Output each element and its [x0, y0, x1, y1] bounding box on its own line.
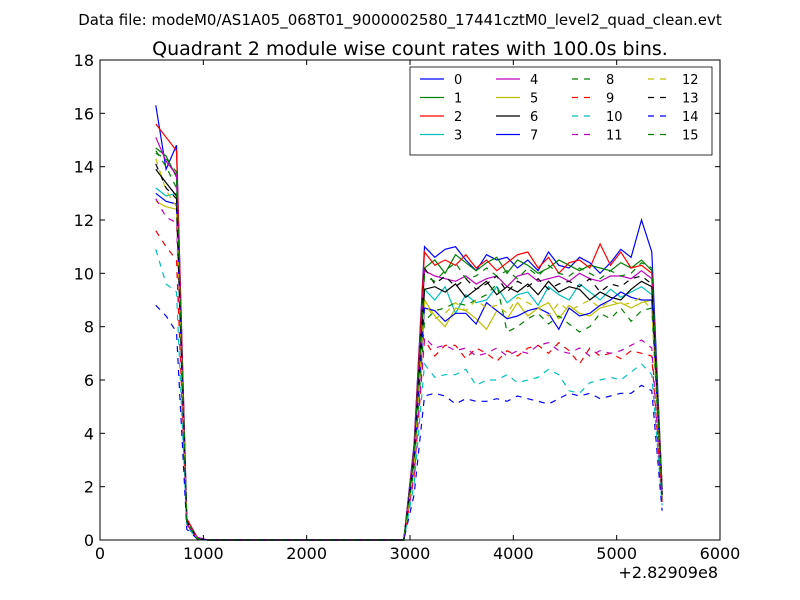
- series-line-8: [155, 150, 663, 541]
- legend-label-13: 13: [682, 92, 699, 107]
- y-tick-label: 6: [84, 371, 94, 390]
- legend-label-1: 1: [454, 92, 462, 107]
- legend-label-3: 3: [454, 129, 462, 144]
- y-tick-label: 16: [74, 104, 94, 123]
- series-line-13: [155, 163, 663, 541]
- legend-label-12: 12: [682, 73, 699, 88]
- y-tick-label: 2: [84, 478, 94, 497]
- suptitle: Data file: modeM0/AS1A05_068T01_90000025…: [78, 11, 722, 30]
- y-tick-label: 4: [84, 424, 94, 443]
- x-tick-label: 2000: [286, 544, 327, 563]
- x-tick-label: 6000: [700, 544, 741, 563]
- x-tick-label: 5000: [596, 544, 637, 563]
- legend-label-11: 11: [606, 129, 623, 144]
- x-tick-label: 1000: [183, 544, 224, 563]
- legend-label-9: 9: [606, 92, 614, 107]
- series-line-15: [155, 152, 663, 541]
- legend-label-4: 4: [530, 73, 538, 88]
- legend-label-0: 0: [454, 73, 462, 88]
- y-tick-label: 0: [84, 531, 94, 550]
- legend-label-8: 8: [606, 73, 614, 88]
- x-tick-label: 3000: [390, 544, 431, 563]
- legend-label-10: 10: [606, 110, 623, 125]
- legend-label-2: 2: [454, 110, 462, 125]
- y-tick-label: 10: [74, 264, 94, 283]
- y-tick-label: 18: [74, 51, 94, 70]
- y-tick-label: 12: [74, 211, 94, 230]
- legend-box: [409, 66, 713, 156]
- y-tick-label: 8: [84, 318, 94, 337]
- legend-label-14: 14: [682, 110, 699, 125]
- x-offset-label: +2.82909e8: [618, 563, 718, 582]
- legend-label-7: 7: [530, 129, 538, 144]
- x-tick-label: 4000: [493, 544, 534, 563]
- chart-title: Quadrant 2 module wise count rates with …: [152, 38, 668, 60]
- y-tick-label: 14: [74, 158, 94, 177]
- series-line-11: [155, 198, 663, 541]
- legend-label-15: 15: [682, 129, 699, 144]
- x-tick-label: 0: [95, 544, 105, 563]
- legend-label-6: 6: [530, 110, 538, 125]
- legend-label-5: 5: [530, 92, 538, 107]
